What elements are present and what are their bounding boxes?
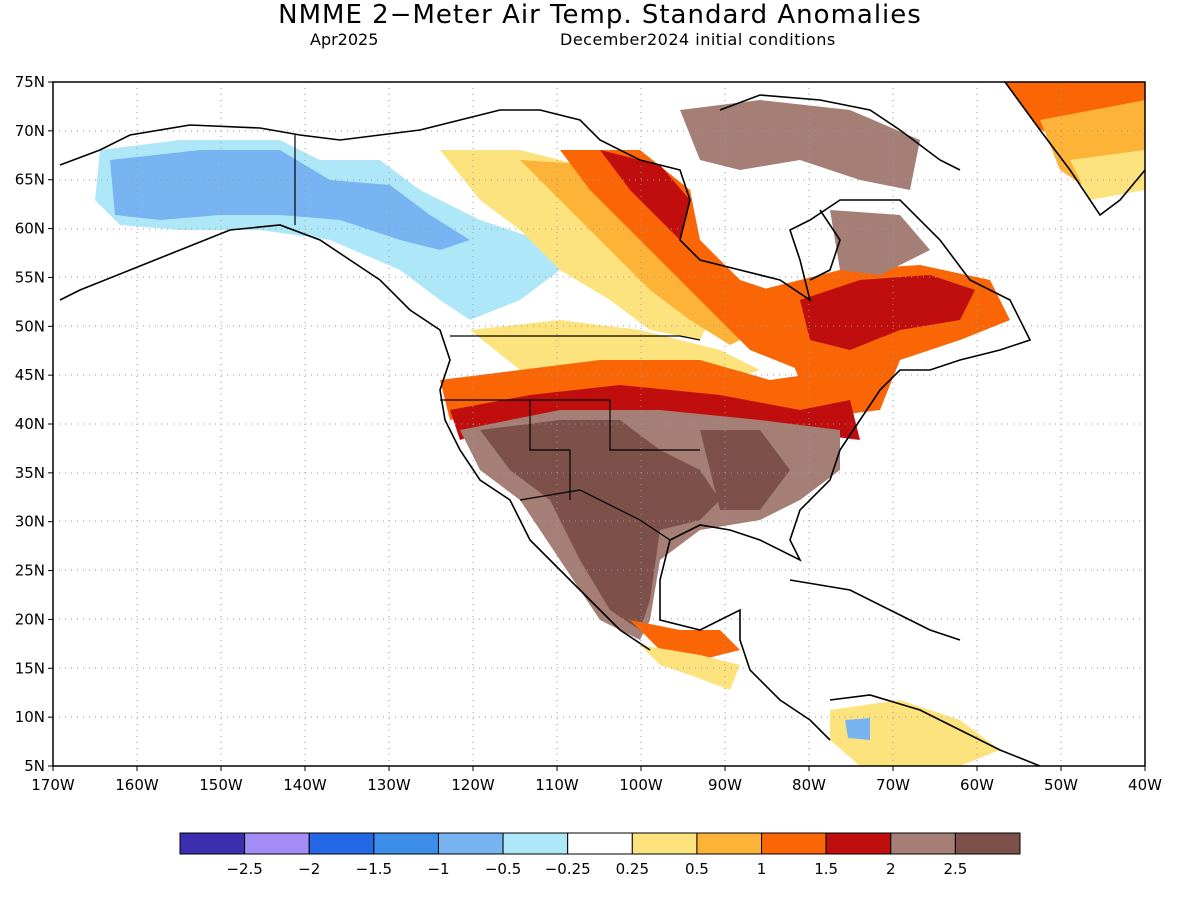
lat-tick-label: 75N bbox=[15, 73, 45, 91]
valid-month: Apr2025 bbox=[310, 30, 379, 49]
longitude-axis: 170W 160W 150W 140W 130W 120W 110W 100W 90W 80W 70… bbox=[31, 766, 1162, 794]
lon-tick-label: 120W bbox=[451, 776, 495, 794]
lat-tick-label: 70N bbox=[15, 122, 45, 140]
colorbar-bin bbox=[308, 832, 375, 855]
lon-tick-label: 80W bbox=[792, 776, 826, 794]
anomaly-region-south-america-yellow bbox=[830, 700, 1000, 766]
lat-tick-label: 55N bbox=[15, 268, 45, 286]
lon-tick-label: 130W bbox=[367, 776, 411, 794]
colorbar-label: −0.25 bbox=[545, 860, 591, 878]
lat-tick-label: 60N bbox=[15, 220, 45, 238]
colorbar-label: 2.5 bbox=[943, 860, 967, 878]
colorbar-bin bbox=[954, 832, 1021, 855]
lat-tick-label: 10N bbox=[15, 708, 45, 726]
anomaly-region-southeast-us-brown bbox=[700, 430, 790, 510]
lon-tick-label: 40W bbox=[1128, 776, 1162, 794]
graticule bbox=[53, 82, 1145, 766]
lon-tick-label: 100W bbox=[619, 776, 663, 794]
lat-tick-label: 50N bbox=[15, 317, 45, 335]
colorbar-bin bbox=[825, 832, 892, 855]
lon-tick-label: 170W bbox=[31, 776, 75, 794]
colorbar-label: −1 bbox=[427, 860, 449, 878]
lon-tick-label: 60W bbox=[960, 776, 994, 794]
anomaly-region-greenland-pale bbox=[1070, 150, 1145, 200]
colorbar-label: 0.25 bbox=[616, 860, 649, 878]
colorbar-bin bbox=[373, 832, 439, 855]
lat-tick-label: 35N bbox=[15, 464, 45, 482]
colorbar-bin bbox=[631, 832, 698, 855]
colorbar-bin bbox=[696, 832, 763, 855]
colorbar-label: −1.5 bbox=[356, 860, 392, 878]
colorbar-label: 2 bbox=[886, 860, 896, 878]
colorbar-bin bbox=[244, 832, 310, 855]
colorbar-label: 1 bbox=[757, 860, 767, 878]
lon-tick-label: 50W bbox=[1044, 776, 1078, 794]
colorbar: −2.5 −2 −1.5 −1 −0.5 −0.25 0.25 0.5 1 1.5 2 2.5 bbox=[179, 832, 1021, 878]
map-title: NMME 2−Meter Air Temp. Standard Anomalie… bbox=[278, 0, 922, 30]
lat-tick-label: 20N bbox=[15, 610, 45, 628]
anomaly-region-south-america-blue bbox=[845, 718, 870, 740]
lon-tick-label: 90W bbox=[708, 776, 742, 794]
lon-tick-label: 160W bbox=[115, 776, 159, 794]
colorbar-label: −2 bbox=[298, 860, 320, 878]
lon-tick-label: 150W bbox=[199, 776, 243, 794]
lon-tick-label: 140W bbox=[283, 776, 327, 794]
colorbar-bin bbox=[890, 832, 956, 855]
colorbar-label: −2.5 bbox=[226, 860, 262, 878]
anomaly-region-labrador-brown bbox=[830, 210, 930, 275]
colorbar-label: −0.5 bbox=[485, 860, 521, 878]
colorbar-bin bbox=[761, 832, 827, 855]
initial-conditions: December2024 initial conditions bbox=[560, 30, 836, 49]
lat-tick-label: 65N bbox=[15, 171, 45, 189]
lon-tick-label: 70W bbox=[876, 776, 910, 794]
anomaly-region-central-america-orange bbox=[630, 620, 740, 660]
lat-tick-label: 40N bbox=[15, 415, 45, 433]
lat-tick-label: 15N bbox=[15, 659, 45, 677]
lon-tick-label: 110W bbox=[535, 776, 579, 794]
colorbar-bin bbox=[437, 832, 504, 855]
anomaly-region-baffin-brown bbox=[680, 100, 920, 190]
colorbar-bin bbox=[179, 832, 246, 855]
colorbar-label: 1.5 bbox=[814, 860, 838, 878]
colorbar-bin bbox=[502, 832, 569, 855]
colorbar-label: 0.5 bbox=[685, 860, 709, 878]
lat-tick-label: 5N bbox=[24, 757, 45, 775]
anomaly-region-quebec-red bbox=[800, 275, 975, 350]
lat-tick-label: 25N bbox=[15, 562, 45, 580]
lat-tick-label: 45N bbox=[15, 366, 45, 384]
anomaly-region-alaska-blue bbox=[110, 150, 470, 250]
latitude-axis: 75N 70N 65N 60N 55N 50N 45N 40N 35N 30N 25N 20N 15N 1… bbox=[15, 73, 53, 775]
lat-tick-label: 30N bbox=[15, 513, 45, 531]
anomaly-region-arctic-red bbox=[600, 150, 690, 240]
borders bbox=[294, 135, 701, 541]
colorbar-bin bbox=[567, 832, 633, 855]
